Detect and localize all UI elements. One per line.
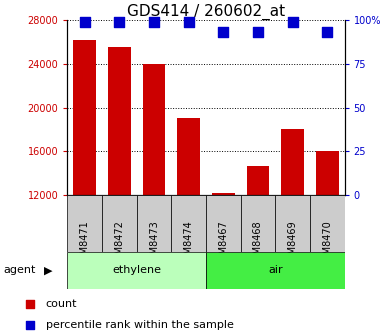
Point: [324, 30, 330, 35]
Point: [27, 322, 33, 327]
Bar: [67, 195, 102, 252]
Point: [186, 19, 192, 25]
Bar: [177, 118, 200, 326]
Title: GDS414 / 260602_at: GDS414 / 260602_at: [127, 4, 285, 20]
Text: GSM8469: GSM8469: [288, 221, 298, 267]
Bar: [206, 195, 241, 252]
Bar: [171, 195, 206, 252]
Point: [255, 30, 261, 35]
Text: air: air: [268, 265, 283, 276]
Text: GSM8472: GSM8472: [114, 221, 124, 267]
Bar: [143, 64, 165, 326]
Bar: [316, 151, 338, 326]
Text: count: count: [45, 299, 77, 309]
Text: GSM8471: GSM8471: [80, 221, 90, 267]
Text: GSM8470: GSM8470: [322, 221, 332, 267]
Bar: [275, 195, 310, 252]
Text: GSM8474: GSM8474: [184, 221, 194, 267]
Text: GSM8467: GSM8467: [218, 221, 228, 267]
Bar: [137, 195, 171, 252]
Text: ▶: ▶: [44, 265, 53, 276]
Bar: [206, 252, 345, 289]
Text: percentile rank within the sample: percentile rank within the sample: [45, 320, 233, 330]
Text: GSM8468: GSM8468: [253, 221, 263, 267]
Bar: [67, 252, 206, 289]
Point: [220, 30, 226, 35]
Bar: [212, 193, 234, 326]
Bar: [241, 195, 275, 252]
Text: GSM8473: GSM8473: [149, 221, 159, 267]
Bar: [74, 40, 96, 326]
Text: agent: agent: [4, 265, 36, 276]
Text: ethylene: ethylene: [112, 265, 161, 276]
Bar: [102, 195, 137, 252]
Point: [116, 19, 122, 25]
Point: [290, 19, 296, 25]
Point: [151, 19, 157, 25]
Bar: [281, 129, 304, 326]
Bar: [310, 195, 345, 252]
Point: [82, 19, 88, 25]
Bar: [108, 47, 131, 326]
Point: [27, 301, 33, 306]
Bar: [247, 166, 269, 326]
